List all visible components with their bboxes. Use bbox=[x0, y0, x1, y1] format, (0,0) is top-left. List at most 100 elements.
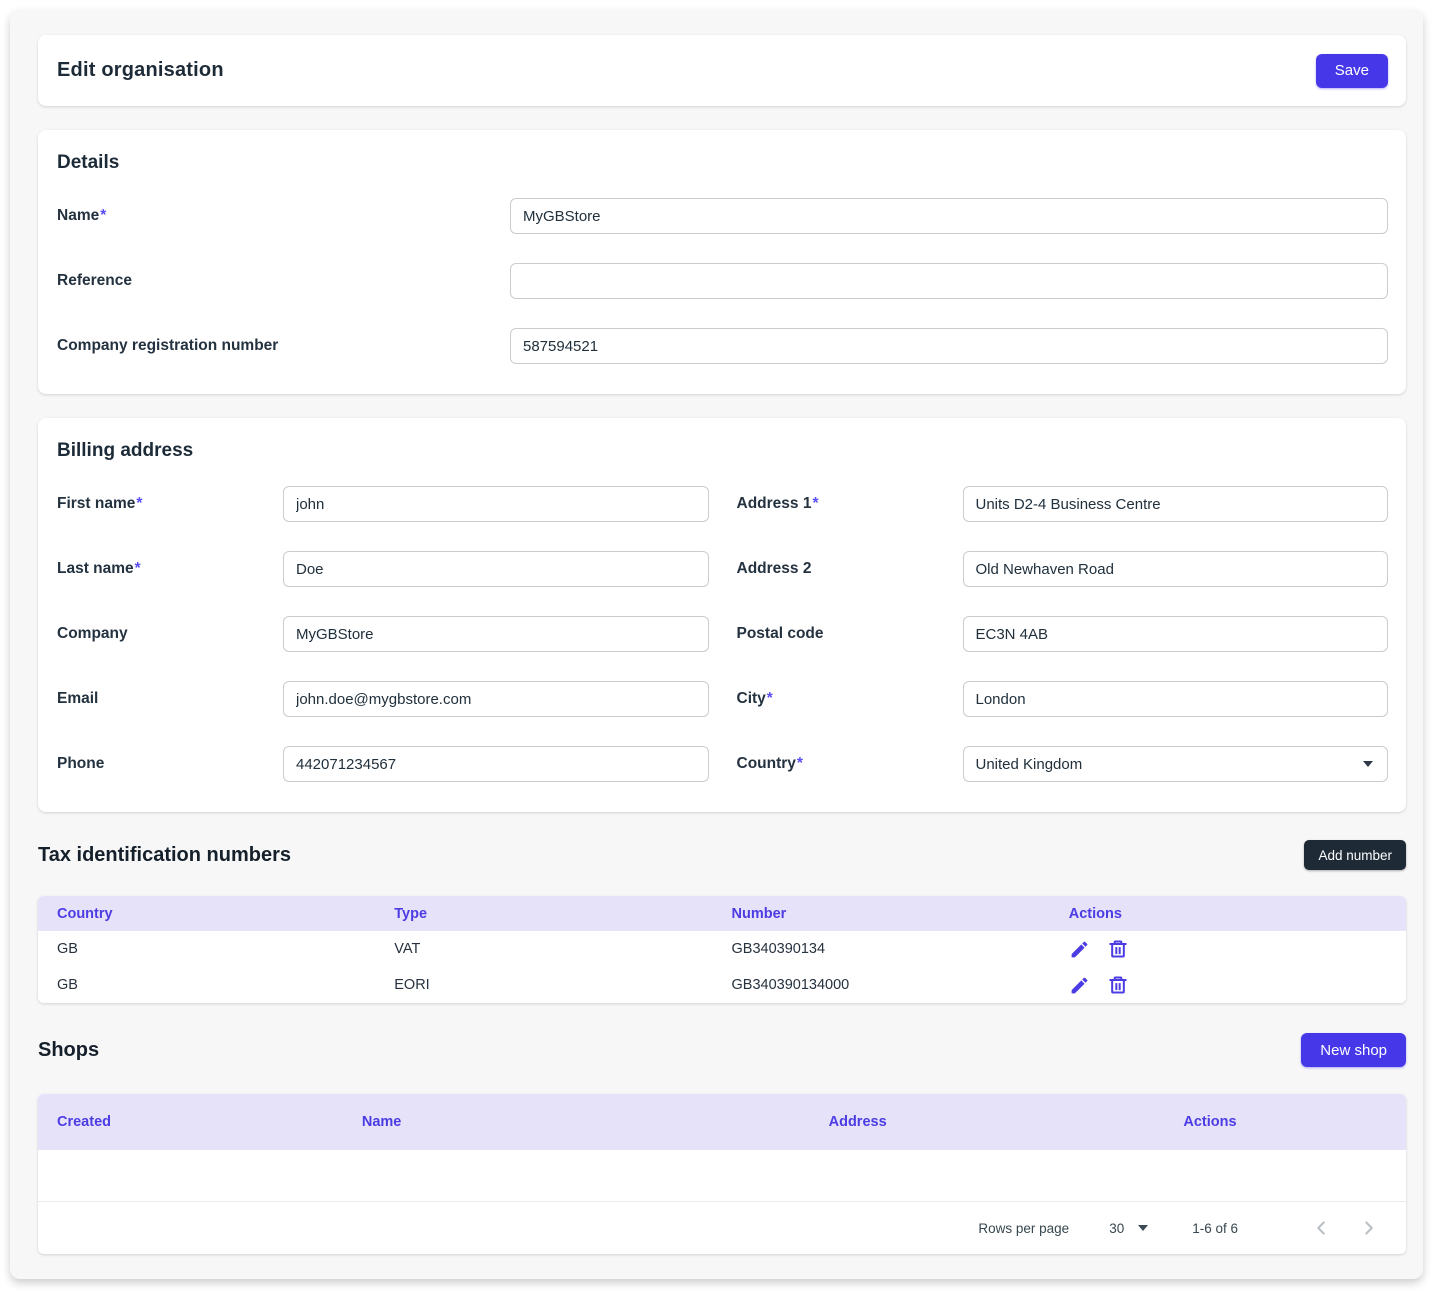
trash-icon bbox=[1109, 940, 1127, 958]
pagination-range: 1-6 of 6 bbox=[1192, 1220, 1238, 1236]
tax-row-country: GB bbox=[57, 977, 78, 993]
tax-heading: Tax identification numbers bbox=[38, 843, 291, 866]
shops-table-header: Created Name Address Actions bbox=[38, 1094, 1406, 1150]
postal-code-input[interactable] bbox=[962, 616, 1388, 652]
delete-button[interactable] bbox=[1108, 939, 1128, 959]
country-select[interactable]: United Kingdom bbox=[962, 746, 1388, 782]
tax-row-number: GB340390134 bbox=[731, 941, 826, 957]
address1-input[interactable] bbox=[962, 486, 1388, 522]
rows-per-page-label: Rows per page bbox=[978, 1220, 1070, 1236]
address2-input[interactable] bbox=[962, 551, 1388, 587]
name-input[interactable] bbox=[510, 198, 1388, 234]
company-registration-input[interactable] bbox=[510, 328, 1388, 364]
details-section: Details Name* Reference Company registra… bbox=[38, 130, 1406, 394]
postal-code-label: Postal code bbox=[737, 625, 963, 643]
required-asterisk: * bbox=[100, 207, 107, 224]
email-label: Email bbox=[57, 690, 283, 708]
shops-empty-body bbox=[38, 1150, 1406, 1201]
company-label-text: Company bbox=[57, 625, 128, 642]
address1-field-row: Address 1* bbox=[737, 486, 1388, 522]
tax-column-type: Type bbox=[394, 905, 428, 922]
shops-column-actions: Actions bbox=[1183, 1114, 1237, 1130]
first-name-input[interactable] bbox=[283, 486, 709, 522]
add-number-button[interactable]: Add number bbox=[1304, 840, 1406, 870]
delete-button[interactable] bbox=[1108, 975, 1128, 995]
shops-column-name: Name bbox=[361, 1114, 402, 1130]
pagination: Rows per page 30 1-6 of 6 bbox=[38, 1201, 1406, 1254]
chevron-down-icon bbox=[1363, 761, 1373, 767]
city-field-row: City* bbox=[737, 681, 1388, 717]
page-header: Edit organisation Save bbox=[38, 35, 1406, 106]
pencil-icon bbox=[1071, 941, 1088, 957]
last-name-field-row: Last name* bbox=[57, 551, 709, 587]
postal-code-field-row: Postal code bbox=[737, 616, 1388, 652]
first-name-field-row: First name* bbox=[57, 486, 709, 522]
rows-per-page-select[interactable]: 30 bbox=[1109, 1220, 1149, 1236]
name-field-row: Name* bbox=[57, 198, 1388, 234]
country-label: Country* bbox=[737, 755, 963, 773]
chevron-left-icon bbox=[1317, 1221, 1325, 1235]
company-registration-label-text: Company registration number bbox=[57, 337, 279, 354]
required-asterisk: * bbox=[812, 495, 819, 512]
required-asterisk: * bbox=[796, 755, 803, 772]
next-page-button[interactable] bbox=[1358, 1217, 1380, 1239]
name-label-text: Name bbox=[57, 207, 100, 224]
email-input[interactable] bbox=[283, 681, 709, 717]
address1-label-text: Address 1 bbox=[736, 495, 812, 512]
required-asterisk: * bbox=[134, 560, 141, 577]
tax-row-actions bbox=[1069, 939, 1406, 960]
shops-section-head: Shops New shop bbox=[38, 1033, 1406, 1067]
first-name-label-text: First name bbox=[57, 495, 136, 512]
phone-input[interactable] bbox=[283, 746, 709, 782]
billing-address-section: Billing address First name* Last name* C… bbox=[38, 418, 1406, 812]
tax-column-actions: Actions bbox=[1068, 905, 1122, 922]
reference-field-row: Reference bbox=[57, 263, 1388, 299]
tax-row-number: GB340390134000 bbox=[731, 977, 850, 993]
tax-section-head: Tax identification numbers Add number bbox=[38, 840, 1406, 870]
reference-input[interactable] bbox=[510, 263, 1388, 299]
trash-icon bbox=[1109, 976, 1127, 994]
rows-per-page-value: 30 bbox=[1109, 1220, 1125, 1236]
chevron-down-icon bbox=[1138, 1225, 1149, 1231]
last-name-label-text: Last name bbox=[57, 560, 134, 577]
edit-button[interactable] bbox=[1069, 975, 1090, 996]
required-asterisk: * bbox=[766, 690, 773, 707]
email-label-text: Email bbox=[57, 690, 99, 707]
reference-label-text: Reference bbox=[57, 272, 132, 289]
billing-columns: First name* Last name* Company Email bbox=[57, 486, 1388, 782]
page-content: Edit organisation Save Details Name* Ref… bbox=[10, 10, 1423, 1254]
previous-page-button[interactable] bbox=[1310, 1217, 1332, 1239]
last-name-input[interactable] bbox=[283, 551, 709, 587]
country-field-row: Country* United Kingdom bbox=[737, 746, 1388, 782]
address2-field-row: Address 2 bbox=[737, 551, 1388, 587]
edit-button[interactable] bbox=[1069, 939, 1090, 960]
table-row: GB EORI GB340390134000 bbox=[38, 967, 1406, 1003]
billing-left-column: First name* Last name* Company Email bbox=[57, 486, 709, 782]
tax-table: Country Type Number Actions GB VAT GB340… bbox=[38, 896, 1406, 1003]
tax-row-country: GB bbox=[57, 941, 78, 957]
details-heading: Details bbox=[57, 152, 120, 173]
page-background: Edit organisation Save Details Name* Ref… bbox=[10, 10, 1423, 1279]
company-input[interactable] bbox=[283, 616, 709, 652]
billing-right-column: Address 1* Address 2 Postal code City* bbox=[737, 486, 1388, 782]
shops-table: Created Name Address Actions Rows per pa… bbox=[38, 1094, 1406, 1254]
company-registration-field-row: Company registration number bbox=[57, 328, 1388, 364]
address2-label-text: Address 2 bbox=[736, 560, 812, 577]
tax-row-actions bbox=[1069, 975, 1406, 996]
country-select-value: United Kingdom bbox=[975, 755, 1083, 773]
tax-row-type: VAT bbox=[394, 941, 421, 957]
address2-label: Address 2 bbox=[737, 560, 963, 578]
tax-table-header: Country Type Number Actions bbox=[38, 896, 1406, 931]
company-field-row: Company bbox=[57, 616, 709, 652]
address1-label: Address 1* bbox=[737, 495, 963, 513]
new-shop-button[interactable]: New shop bbox=[1301, 1033, 1406, 1067]
company-registration-label: Company registration number bbox=[57, 337, 510, 355]
city-input[interactable] bbox=[962, 681, 1388, 717]
country-label-text: Country bbox=[736, 755, 796, 772]
billing-address-heading: Billing address bbox=[57, 440, 194, 461]
save-button[interactable]: Save bbox=[1315, 53, 1388, 88]
last-name-label: Last name* bbox=[57, 560, 283, 578]
page-title: Edit organisation bbox=[57, 59, 224, 81]
city-label: City* bbox=[737, 690, 963, 708]
chevron-right-icon bbox=[1365, 1221, 1373, 1235]
